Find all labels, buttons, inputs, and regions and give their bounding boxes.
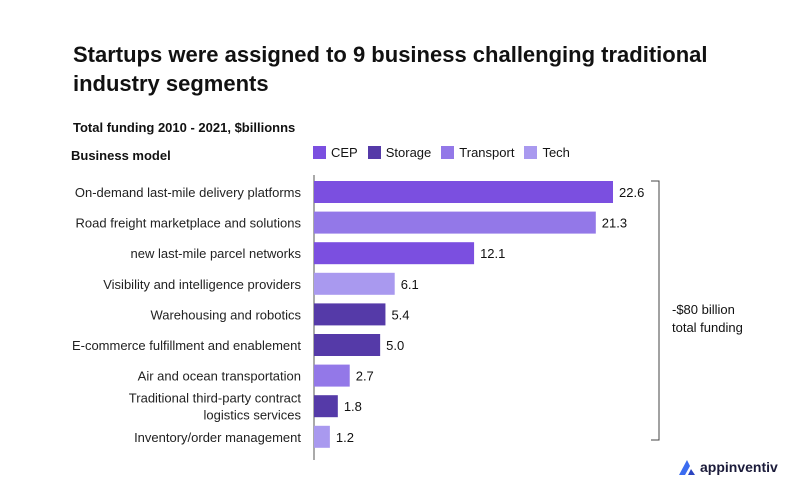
bar-value-label: 2.7 [356, 369, 374, 384]
legend-label-cep: CEP [331, 145, 358, 160]
bar [314, 425, 330, 448]
category-label: Traditional third-party contract [129, 391, 302, 406]
annotation-line-1: -$80 billion [672, 302, 735, 317]
legend-label-tech: Tech [542, 145, 570, 160]
chart-subtitle: Total funding 2010 - 2021, $billionns [73, 120, 296, 135]
brand-logo: appinventiv [677, 458, 778, 476]
bar [314, 364, 350, 387]
bar [314, 334, 381, 356]
category-label: Air and ocean transportation [138, 369, 301, 384]
category-label: new last-mile parcel networks [130, 246, 301, 261]
bar [314, 303, 386, 326]
legend-swatch-cep [313, 146, 326, 159]
bar-value-label: 1.8 [344, 399, 362, 414]
legend-item-cep: CEP [313, 145, 358, 160]
legend-label-storage: Storage [385, 145, 432, 160]
bar-value-label: 21.3 [602, 216, 627, 231]
bar-value-label: 12.1 [480, 246, 505, 261]
bar [314, 242, 475, 265]
bar-value-label: 5.0 [386, 338, 404, 353]
legend-item-transport: Transport [441, 145, 514, 160]
bar [314, 181, 613, 203]
bar-value-label: 5.4 [391, 307, 409, 322]
category-label: On-demand last-mile delivery platforms [75, 185, 302, 200]
category-label: logistics services [203, 408, 301, 423]
bar-value-label: 1.2 [336, 430, 354, 445]
category-label: E-commerce fulfillment and enablement [72, 338, 301, 353]
category-label: Inventory/order management [134, 430, 301, 445]
category-label: Visibility and intelligence providers [103, 277, 301, 292]
category-label: Road freight marketplace and solutions [76, 216, 302, 231]
appinventiv-logo-icon [679, 460, 695, 475]
legend-item-tech: Tech [524, 145, 570, 160]
annotation-line-2: total funding [672, 320, 743, 335]
category-label: Warehousing and robotics [150, 307, 301, 322]
legend-label-transport: Transport [459, 145, 515, 160]
bar-value-label: 22.6 [619, 185, 644, 200]
bar [314, 211, 596, 234]
bar [314, 395, 338, 418]
total-funding-annotation: -$80 billion total funding [672, 301, 743, 337]
category-header: Business model [71, 148, 171, 163]
legend-swatch-transport [441, 146, 455, 159]
legend-item-storage: Storage [367, 145, 432, 160]
chart-title: Startups were assigned to 9 business cha… [73, 42, 708, 96]
legend-swatch-tech [524, 146, 538, 159]
total-bracket [651, 180, 660, 441]
legend: CEP Storage Transport Tech [313, 145, 580, 160]
bar [314, 272, 395, 295]
bar-value-label: 6.1 [401, 277, 419, 292]
legend-swatch-storage [367, 146, 381, 159]
logo-text: appinventiv [700, 459, 778, 475]
